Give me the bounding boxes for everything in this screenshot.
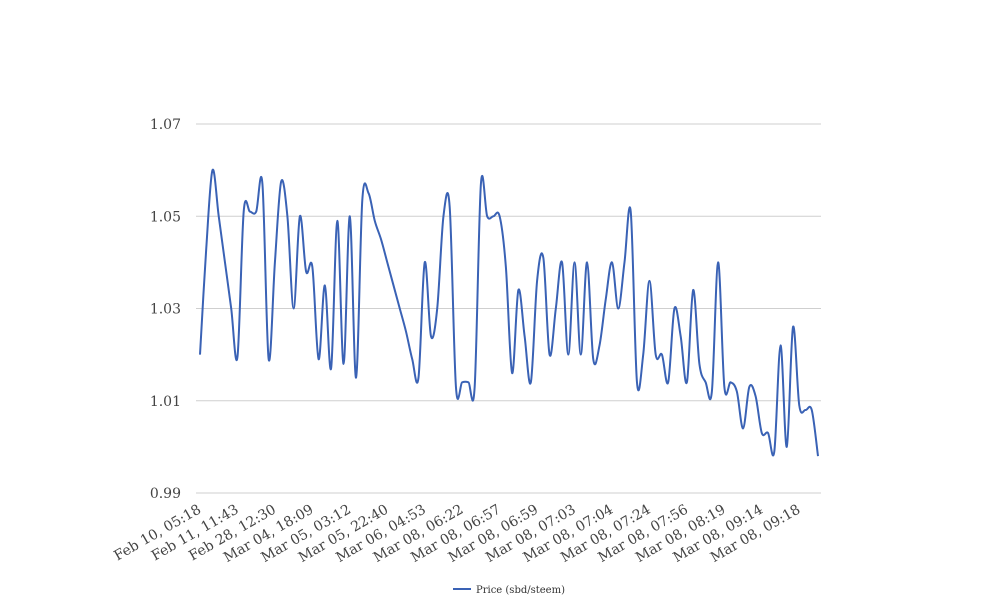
y-tick-label: 0.99 xyxy=(150,486,181,502)
price-line xyxy=(199,168,819,457)
y-tick-label: 1.05 xyxy=(150,209,181,225)
legend-label: Price (sbd/steem) xyxy=(476,585,565,596)
y-tick-label: 1.03 xyxy=(150,302,181,318)
y-tick-label: 1.01 xyxy=(150,394,181,410)
y-tick-label: 1.07 xyxy=(150,117,181,133)
